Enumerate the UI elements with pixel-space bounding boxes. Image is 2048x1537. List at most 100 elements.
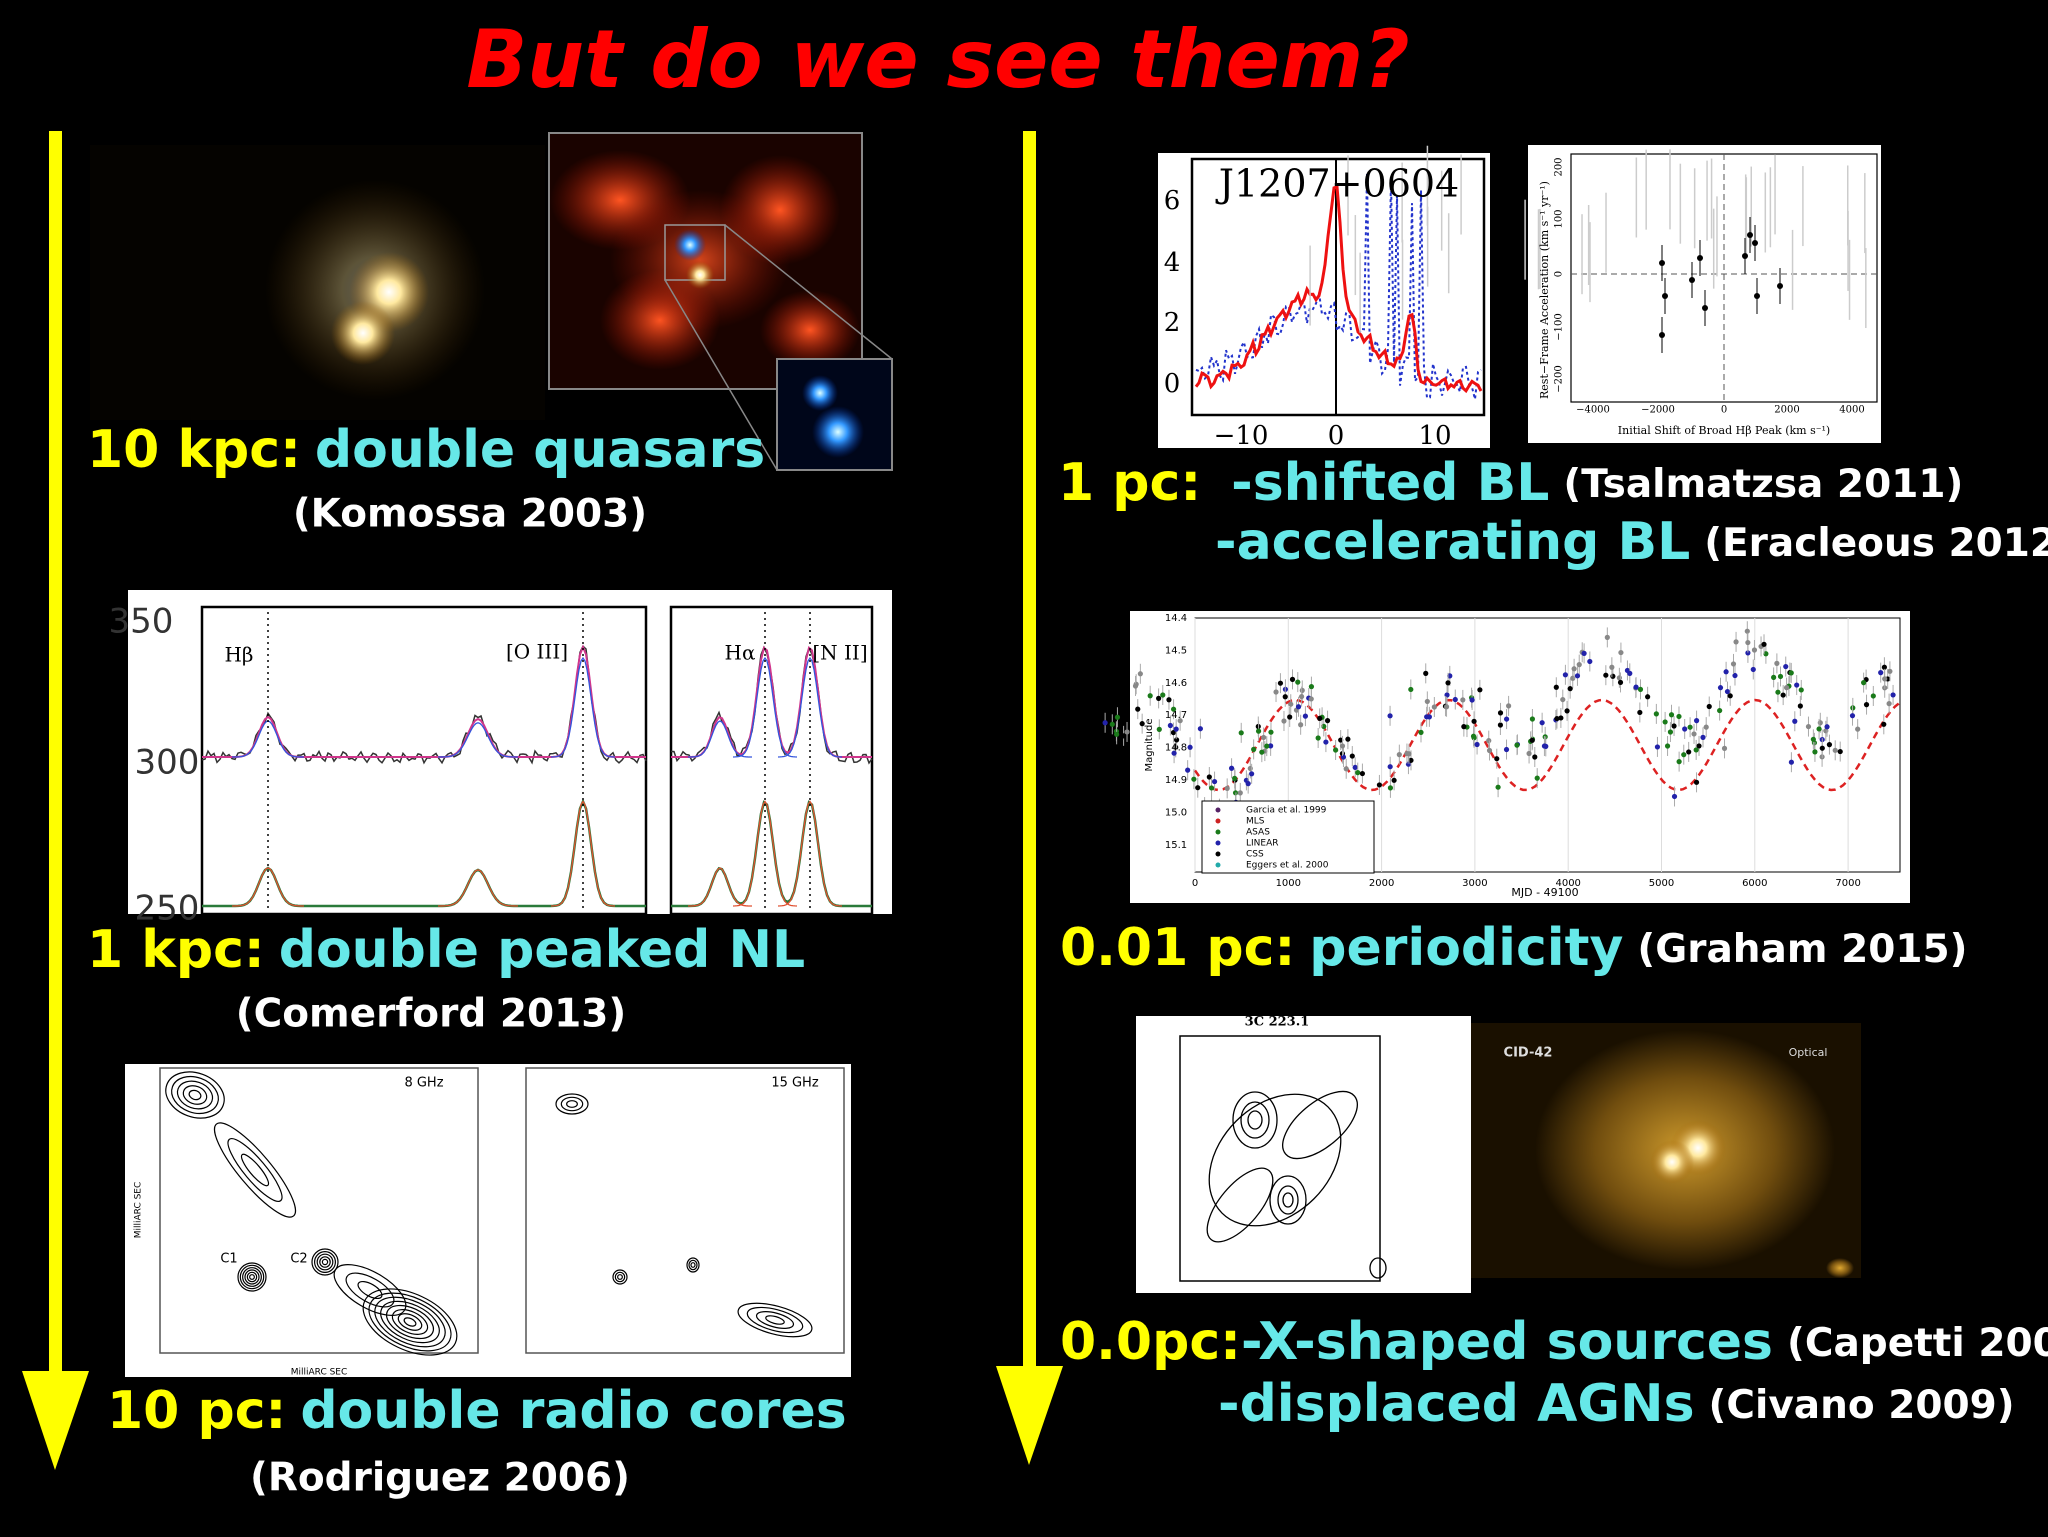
point: [1497, 722, 1504, 728]
point: [1355, 770, 1361, 776]
text-span: (Eracleous 2012): [1704, 521, 2048, 566]
point: [1135, 706, 1141, 712]
point: [1761, 641, 1767, 647]
text-span: periodicity: [1309, 918, 1623, 978]
label: 6000: [1742, 878, 1767, 889]
point: [1788, 670, 1794, 676]
point: [1733, 639, 1739, 645]
point: [1777, 283, 1783, 289]
point: [1887, 668, 1893, 674]
point: [1645, 694, 1651, 700]
label: [O III]: [506, 640, 568, 664]
contour: [227, 1138, 283, 1202]
label: 250: [135, 889, 200, 929]
label: 14.5: [1165, 645, 1187, 656]
point: [1724, 688, 1731, 695]
point: [1529, 737, 1535, 743]
point: [1137, 671, 1143, 677]
text-span: -shifted BL: [1231, 453, 1549, 513]
label: Optical: [1789, 1046, 1828, 1059]
curve: [732, 800, 798, 907]
label: MJD - 49100: [1511, 886, 1578, 899]
point: [1264, 743, 1270, 749]
contour: [397, 1313, 423, 1331]
point: [1659, 260, 1665, 266]
point: [1564, 708, 1570, 714]
contour: [617, 1274, 623, 1280]
curve: [202, 644, 646, 758]
point: [1805, 723, 1812, 730]
point: [1408, 757, 1414, 763]
point: [1554, 715, 1560, 722]
point: [1752, 240, 1758, 246]
point: [1558, 715, 1564, 721]
point: [1610, 673, 1616, 679]
label: 100: [1554, 209, 1565, 228]
point: [1503, 716, 1510, 722]
point: [1890, 692, 1896, 698]
label: 14.7: [1165, 710, 1187, 721]
point: [1788, 759, 1794, 765]
point: [1343, 766, 1349, 772]
curve: [437, 869, 519, 907]
point: [1423, 670, 1429, 676]
label: 2: [1164, 308, 1181, 338]
point: [1359, 770, 1366, 777]
label: 6: [1164, 186, 1181, 216]
point: [1408, 686, 1414, 693]
label: (Comerford 2013): [236, 992, 626, 1037]
point: [1653, 711, 1659, 717]
label: Magnitude: [1144, 719, 1155, 772]
point: [1114, 731, 1120, 737]
point: [1662, 719, 1668, 725]
point: [1171, 750, 1177, 756]
label: 10: [1418, 421, 1451, 451]
point: [1794, 682, 1800, 688]
point: [1288, 701, 1294, 707]
legend-box: [1201, 800, 1375, 874]
contour: [314, 1250, 337, 1273]
label: [N II]: [812, 641, 867, 665]
point: [1206, 774, 1212, 780]
point: [1886, 701, 1892, 707]
legend-marker: [1215, 829, 1221, 835]
contour: [316, 1253, 334, 1271]
text-span: double quasars: [315, 420, 765, 480]
contour: [246, 1271, 258, 1283]
label: 15 GHz: [771, 1076, 819, 1091]
point: [1849, 713, 1856, 719]
point: [1418, 729, 1424, 736]
point: [1824, 724, 1830, 730]
point: [1170, 729, 1177, 736]
curve: [1195, 173, 1482, 400]
point: [1497, 710, 1504, 716]
label: Initial Shift of Broad Hβ Peak (km s⁻¹): [1618, 424, 1830, 437]
label: 2000: [1369, 878, 1394, 889]
point: [1323, 739, 1329, 745]
curve: [550, 800, 616, 907]
point: [1404, 750, 1410, 757]
text-span: (Graham 2015): [1637, 927, 1967, 972]
label: 200: [1554, 157, 1565, 176]
label: −10: [1214, 421, 1269, 451]
point: [1693, 718, 1700, 724]
point: [1308, 684, 1315, 690]
contour: [403, 1317, 417, 1327]
point: [1771, 674, 1777, 680]
point: [1633, 684, 1639, 690]
label: Hβ: [224, 643, 253, 667]
point: [1553, 684, 1559, 690]
point: [1723, 669, 1729, 675]
point: [1777, 673, 1784, 680]
contour: [755, 1311, 795, 1329]
point: [1396, 752, 1402, 758]
label: Hα: [725, 641, 756, 665]
point: [1445, 680, 1451, 686]
point: [1387, 713, 1393, 719]
point: [1191, 776, 1197, 782]
point: [1333, 747, 1339, 753]
point: [1870, 693, 1876, 699]
label: 15.1: [1165, 840, 1187, 851]
point: [1486, 747, 1493, 754]
label: 2000: [1774, 405, 1799, 416]
